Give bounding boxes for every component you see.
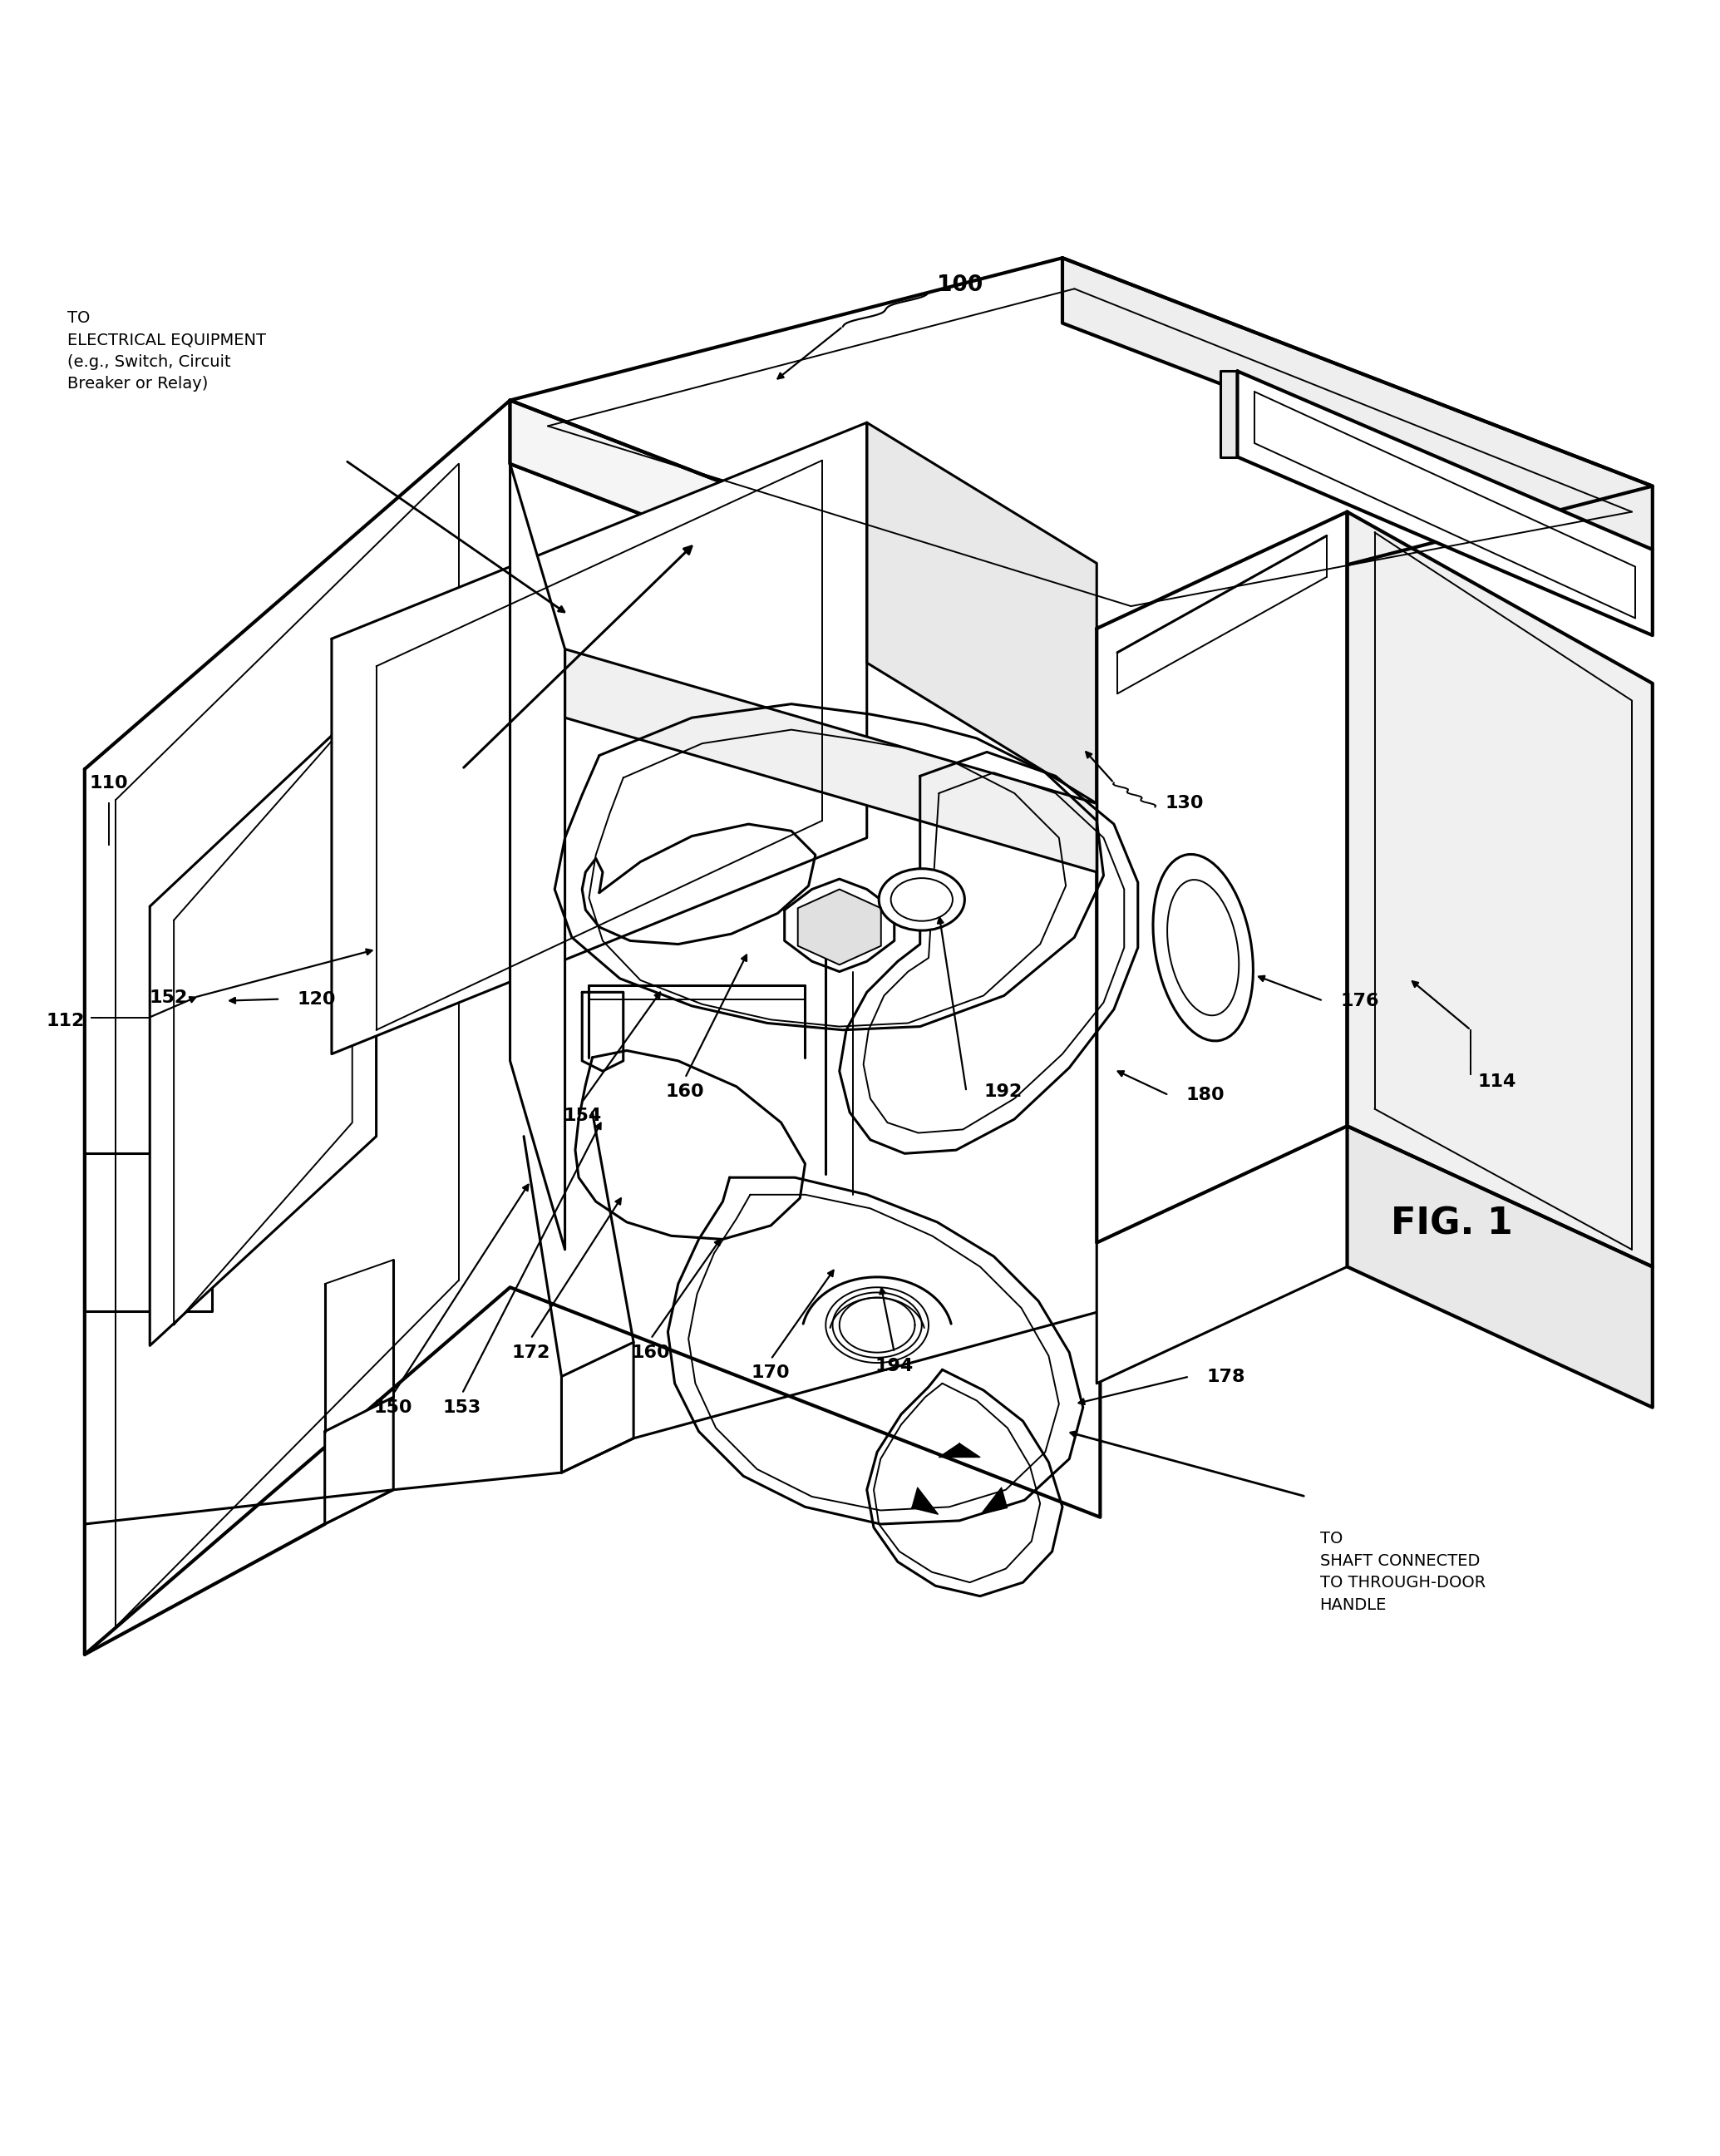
Polygon shape [1237, 371, 1653, 636]
Text: TO
SHAFT CONNECTED
TO THROUGH-DOOR
HANDLE: TO SHAFT CONNECTED TO THROUGH-DOOR HANDL… [1319, 1531, 1486, 1613]
Ellipse shape [1152, 854, 1254, 1041]
Text: 180: 180 [1185, 1087, 1225, 1104]
Polygon shape [867, 423, 1097, 804]
Polygon shape [1219, 371, 1237, 457]
Text: 120: 120 [298, 992, 335, 1007]
Polygon shape [511, 401, 1101, 690]
Polygon shape [84, 401, 1101, 1654]
Polygon shape [511, 464, 564, 1250]
Polygon shape [912, 1488, 937, 1514]
Polygon shape [325, 1397, 394, 1524]
Text: 192: 192 [984, 1084, 1022, 1100]
Text: FIG. 1: FIG. 1 [1391, 1205, 1514, 1242]
Polygon shape [1097, 511, 1347, 1242]
Text: 194: 194 [875, 1358, 913, 1376]
Polygon shape [798, 888, 881, 964]
Polygon shape [939, 1445, 980, 1457]
Polygon shape [1347, 511, 1653, 1268]
Text: 130: 130 [1166, 796, 1204, 813]
Polygon shape [1097, 1125, 1347, 1384]
Polygon shape [1347, 1125, 1653, 1408]
Text: 110: 110 [89, 774, 127, 791]
Polygon shape [84, 1153, 212, 1311]
Text: 154: 154 [562, 1108, 602, 1123]
Text: 112: 112 [46, 1013, 84, 1031]
Text: 152: 152 [150, 990, 187, 1005]
Text: 153: 153 [442, 1399, 482, 1416]
Ellipse shape [891, 877, 953, 921]
Ellipse shape [1168, 880, 1238, 1015]
Polygon shape [980, 1488, 1006, 1514]
Text: 100: 100 [937, 274, 984, 295]
Text: 176: 176 [1340, 992, 1379, 1009]
Polygon shape [332, 423, 867, 1054]
Ellipse shape [879, 869, 965, 931]
Text: 114: 114 [1477, 1074, 1515, 1089]
Text: 160: 160 [666, 1084, 705, 1100]
Polygon shape [1063, 259, 1653, 550]
Text: 150: 150 [373, 1399, 413, 1416]
Polygon shape [564, 649, 1097, 873]
Text: 178: 178 [1206, 1369, 1245, 1384]
Polygon shape [174, 718, 353, 1326]
Polygon shape [561, 1343, 633, 1473]
Polygon shape [511, 259, 1653, 630]
Text: TO
ELECTRICAL EQUIPMENT
(e.g., Switch, Circuit
Breaker or Relay): TO ELECTRICAL EQUIPMENT (e.g., Switch, C… [67, 310, 267, 392]
Polygon shape [150, 694, 377, 1345]
Text: 170: 170 [752, 1365, 789, 1382]
Text: 160: 160 [631, 1343, 671, 1360]
Text: 172: 172 [511, 1343, 550, 1360]
